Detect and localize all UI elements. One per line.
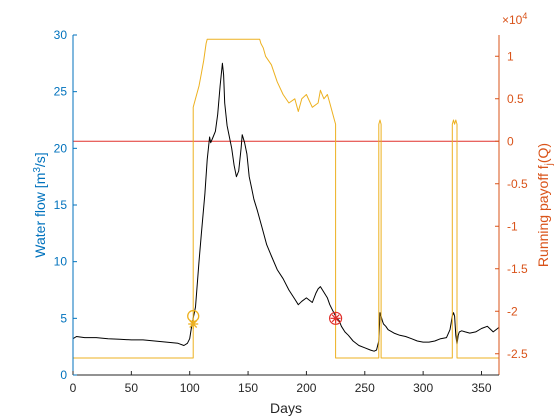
ticks-layer: 0 50 100 150 200 250 300 350051015202530-2.5-2-…: [54, 28, 528, 395]
x-tick-label: 0: [70, 381, 77, 395]
x-tick-label: 50: [125, 381, 139, 395]
water-flow-line: [72, 62, 500, 352]
y-right-tick-label: -2: [507, 304, 518, 318]
x-tick-label: 150: [238, 381, 258, 395]
series-layer: [72, 38, 500, 359]
y-right-tick-label: -0.5: [507, 177, 528, 191]
x-tick-label: 100: [180, 381, 200, 395]
y-left-tick-label: 5: [60, 311, 67, 325]
y-left-axis-label: Water flow [m3/s]: [32, 152, 48, 257]
y-right-tick-label: -1: [507, 219, 518, 233]
x-tick-label: 250: [355, 381, 375, 395]
axis-labels-layer: ×104 Days Water flow [m3/s] Running payoff …: [32, 11, 555, 416]
y-right-tick-label: 0: [507, 134, 514, 148]
x-axis-label: Days: [270, 400, 302, 416]
y-right-axis-label: Running payoff fj(Q): [535, 143, 555, 267]
y-left-tick-label: 30: [54, 28, 68, 42]
y-right-tick-label: -2.5: [507, 347, 528, 361]
x-tick-label: 350: [471, 381, 491, 395]
y-right-tick-label: -1.5: [507, 262, 528, 276]
y-left-tick-label: 15: [54, 198, 68, 212]
y-left-tick-label: 25: [54, 85, 68, 99]
running-payoff-line: [73, 38, 499, 359]
end-circle-star-marker: [329, 311, 343, 325]
markers-layer: [187, 309, 343, 329]
start-star-marker: [188, 319, 199, 329]
y-left-tick-label: 0: [60, 368, 67, 382]
y-right-tick-label: 1: [507, 49, 514, 63]
x-tick-label: 200: [296, 381, 316, 395]
right-axis-exponent: ×104: [502, 11, 527, 27]
y-right-tick-label: 0.5: [507, 92, 524, 106]
x-tick-label: 300: [413, 381, 433, 395]
y-left-tick-label: 10: [54, 255, 68, 269]
plot-area: [73, 35, 499, 375]
y-left-tick-label: 20: [54, 141, 68, 155]
